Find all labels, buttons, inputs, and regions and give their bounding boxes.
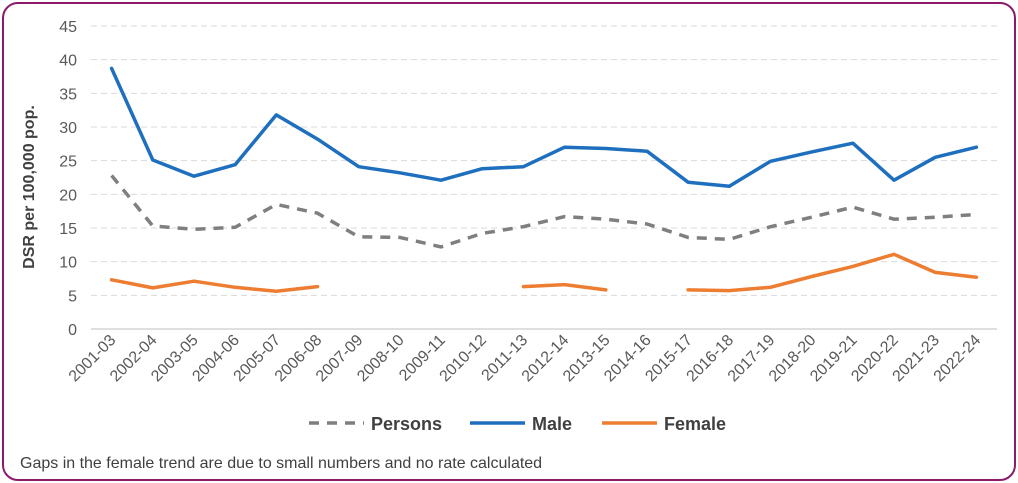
series-lines xyxy=(109,66,979,294)
legend-label-male: Male xyxy=(532,414,572,434)
series-line-female xyxy=(521,282,608,292)
series-line-female xyxy=(109,278,320,294)
line-chart: 0510152025303540452001-032002-042003-052… xyxy=(21,19,997,434)
footnote: Gaps in the female trend are due to smal… xyxy=(20,455,543,472)
y-tick-label: 40 xyxy=(59,53,77,70)
legend-label-female: Female xyxy=(664,414,726,434)
series-line-male xyxy=(109,66,979,189)
series-line-persons xyxy=(110,174,977,249)
legend-label-persons: Persons xyxy=(371,414,442,434)
series-line-female xyxy=(686,252,979,293)
y-tick-label: 25 xyxy=(59,154,77,171)
axes: 0510152025303540452001-032002-042003-052… xyxy=(59,19,997,385)
y-tick-label: 30 xyxy=(59,120,77,137)
legend: Persons Male Female xyxy=(309,414,726,434)
y-axis-label: DSR per 100,000 pop. xyxy=(21,105,38,269)
y-tick-label: 45 xyxy=(59,19,77,36)
y-tick-label: 5 xyxy=(68,288,77,305)
y-tick-label: 35 xyxy=(59,86,77,103)
y-tick-label: 20 xyxy=(59,187,77,204)
y-tick-label: 15 xyxy=(59,221,77,238)
y-tick-label: 10 xyxy=(59,255,77,272)
gridlines xyxy=(91,25,997,296)
y-tick-label: 0 xyxy=(68,322,77,339)
